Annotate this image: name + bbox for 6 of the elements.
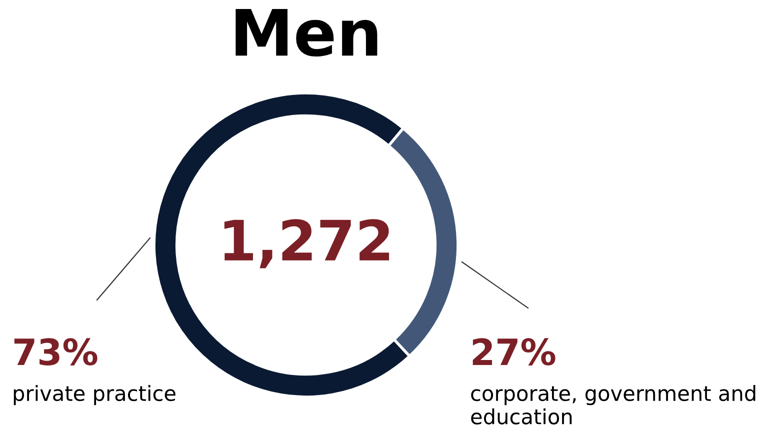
slice-label: corporate, government and education xyxy=(471,385,756,424)
chart-title: Men xyxy=(236,9,378,57)
data-label: 27% xyxy=(472,338,556,366)
slice-label: private practice xyxy=(14,385,176,406)
data-label: 73% xyxy=(14,338,98,366)
text: 1,272 xyxy=(224,219,390,268)
